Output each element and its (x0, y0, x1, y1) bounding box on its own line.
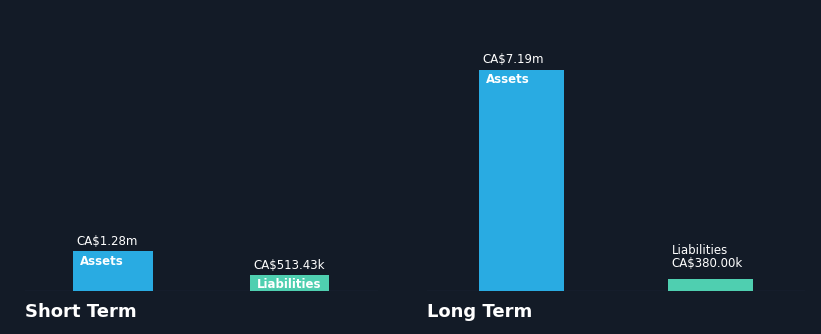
Text: CA$513.43k: CA$513.43k (253, 259, 325, 272)
Text: CA$380.00k: CA$380.00k (672, 257, 743, 270)
Bar (73, 251, 153, 291)
Bar (479, 70, 564, 291)
Text: Liabilities: Liabilities (672, 244, 727, 257)
Bar (250, 275, 329, 291)
Text: Long Term: Long Term (427, 303, 532, 321)
Text: Assets: Assets (486, 73, 530, 86)
Bar (667, 279, 753, 291)
Text: CA$7.19m: CA$7.19m (483, 53, 544, 66)
Text: Short Term: Short Term (25, 303, 136, 321)
Text: Liabilities: Liabilities (257, 278, 321, 291)
Text: Assets: Assets (80, 255, 124, 268)
Text: CA$1.28m: CA$1.28m (76, 235, 138, 248)
